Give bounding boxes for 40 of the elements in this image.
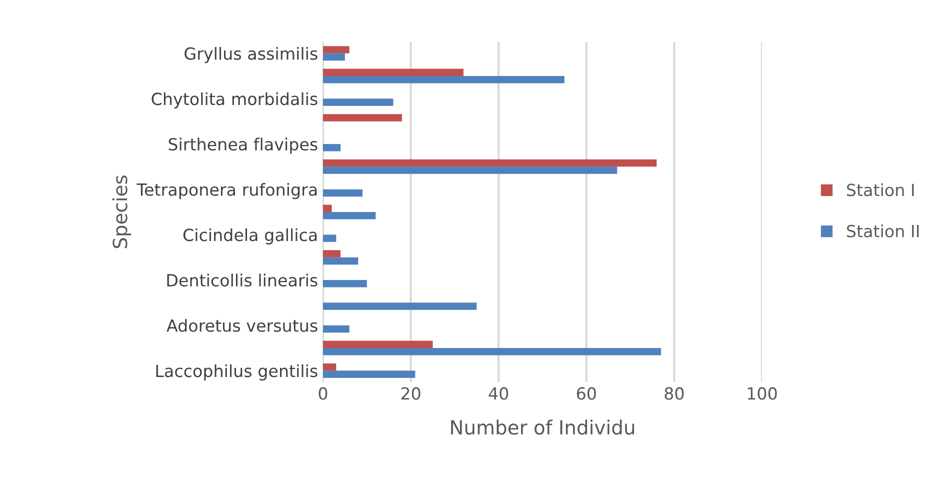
x-axis-title: Number of Individu	[451, 420, 634, 435]
bar	[323, 212, 376, 220]
bar	[323, 363, 336, 371]
y-tick-label: Denticollis linearis	[167, 274, 318, 287]
legend-label: Station II	[847, 224, 919, 238]
bar	[323, 370, 416, 378]
bar	[323, 98, 394, 106]
y-axis-title: Species	[112, 176, 132, 248]
bar	[323, 76, 564, 84]
bar	[323, 189, 363, 197]
bar	[323, 257, 358, 265]
y-tick-label: Cicindela gallica	[183, 228, 317, 244]
legend-label: Station I	[847, 183, 914, 196]
bar	[323, 302, 477, 310]
bar	[323, 250, 341, 258]
bar	[323, 348, 662, 356]
y-tick-label: Adoretus versutus	[166, 319, 318, 332]
bar	[323, 144, 341, 152]
bar	[323, 204, 332, 212]
y-tick-label: Tetraponera rufonigra	[136, 183, 317, 200]
x-tick-label: 60	[576, 387, 596, 400]
bar	[323, 166, 618, 174]
bar	[323, 340, 433, 348]
bar	[323, 159, 657, 167]
y-tick-label: Gryllus assimilis	[184, 47, 318, 64]
bar	[323, 325, 350, 333]
x-tick-label: 20	[401, 387, 420, 400]
bar	[323, 114, 402, 122]
bar	[323, 234, 336, 242]
y-tick-label: Chytolita morbidalis	[152, 92, 318, 108]
y-tick-label: Laccophilus gentilis	[156, 364, 318, 380]
bar	[323, 280, 367, 288]
x-tick-label: 40	[488, 387, 508, 400]
x-tick-label: 0	[318, 387, 328, 400]
bar	[323, 68, 464, 76]
bar	[323, 46, 350, 54]
x-tick-label: 80	[664, 387, 684, 400]
bar	[323, 53, 345, 61]
x-tick-label: 100	[748, 387, 777, 400]
y-tick-label: Sirthenea flavipes	[168, 138, 318, 154]
